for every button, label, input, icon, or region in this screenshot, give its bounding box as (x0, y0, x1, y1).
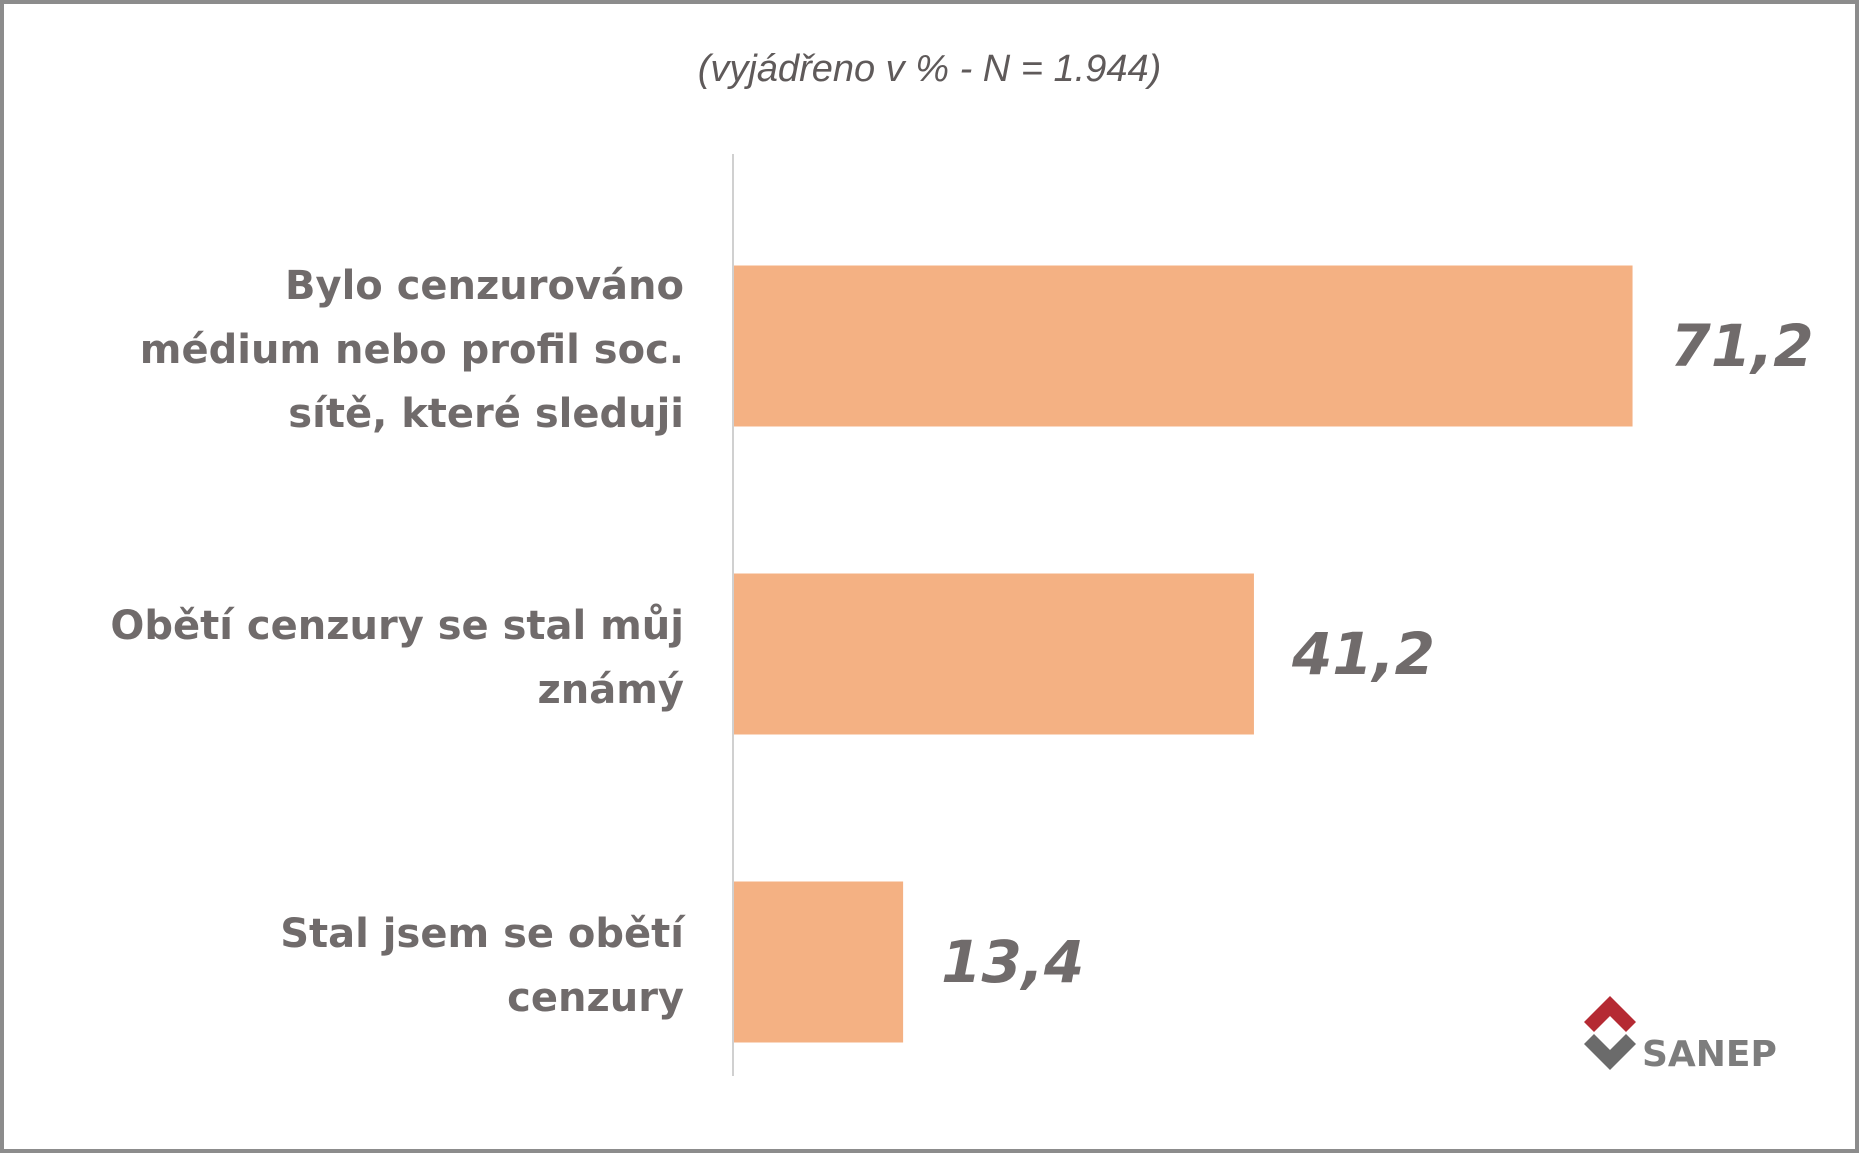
logo-text: SANEP (1642, 1034, 1777, 1075)
value-label: 71,2 (1671, 312, 1814, 380)
bar (734, 573, 1254, 735)
category-label: Stal jsem se obětí cenzury (280, 911, 684, 1021)
logo-icon (1584, 996, 1636, 1032)
chart-subtitle: (vyjádřeno v % - N = 1.944) (697, 48, 1162, 90)
plot: SANEP 71,2 41,2 13,4 (732, 154, 1814, 1076)
category-label: Obětí cenzury se stal můj známý (110, 603, 684, 713)
bar (734, 881, 904, 1043)
value-label: 13,4 (941, 928, 1084, 996)
category-label: Bylo cenzurováno médium nebo profil soc.… (139, 263, 684, 437)
logo: SANEP (1584, 996, 1777, 1075)
bar (734, 265, 1633, 427)
value-label: 41,2 (1291, 620, 1435, 688)
logo-icon (1584, 1034, 1636, 1070)
